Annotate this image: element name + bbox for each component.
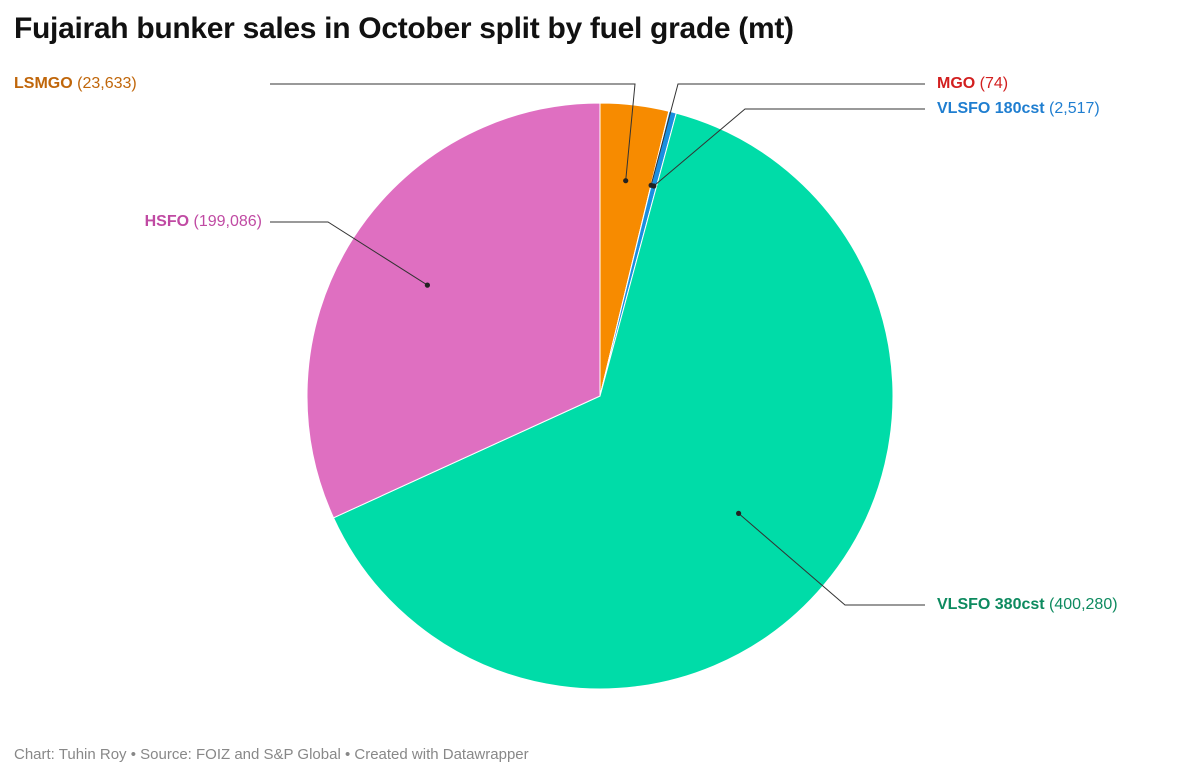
slice-label-vlsfo-180cst: VLSFO 180cst (2,517)	[937, 100, 1100, 117]
chart-title: Fujairah bunker sales in October split b…	[14, 12, 794, 45]
slice-label-value: (74)	[975, 75, 1008, 92]
leader-lines	[270, 83, 925, 606]
leader-line-vlsfo-180cst	[653, 108, 925, 187]
leader-dot-vlsfo-380cst	[736, 510, 742, 516]
slice-label-lsmgo: LSMGO (23,633)	[14, 75, 137, 92]
slice-label-name: LSMGO	[14, 75, 73, 92]
slice-label-name: VLSFO 380cst	[937, 596, 1045, 613]
slice-label-hsfo: HSFO (199,086)	[145, 213, 262, 230]
leader-line-hsfo	[270, 221, 428, 286]
slice-label-value: (199,086)	[189, 213, 262, 230]
leader-line-mgo	[650, 83, 925, 186]
slice-label-mgo: MGO (74)	[937, 75, 1008, 92]
pie-slice-vlsfo-380cst	[332, 112, 894, 690]
leader-line-lsmgo	[270, 83, 636, 181]
slice-labels: LSMGO (23,633) MGO (74) VLSFO 180cst (2,51…	[14, 75, 1118, 613]
leader-line-vlsfo-380cst	[738, 513, 925, 606]
slice-label-vlsfo-380cst: VLSFO 380cst (400,280)	[937, 596, 1118, 613]
slice-label-value: (23,633)	[73, 75, 137, 92]
leader-dot-hsfo	[424, 282, 430, 288]
slice-label-value: (2,517)	[1045, 100, 1100, 117]
slice-label-value: (400,280)	[1045, 596, 1118, 613]
leader-dot-lsmgo	[623, 178, 629, 184]
slice-label-name: HSFO	[145, 213, 189, 230]
chart-footer: Chart: Tuhin Roy • Source: FOIZ and S&P …	[14, 746, 529, 763]
slice-label-name: VLSFO 180cst	[937, 100, 1045, 117]
leader-dot-vlsfo-180cst	[651, 183, 657, 189]
slice-label-name: MGO	[937, 75, 975, 92]
pie-slices	[306, 102, 894, 690]
